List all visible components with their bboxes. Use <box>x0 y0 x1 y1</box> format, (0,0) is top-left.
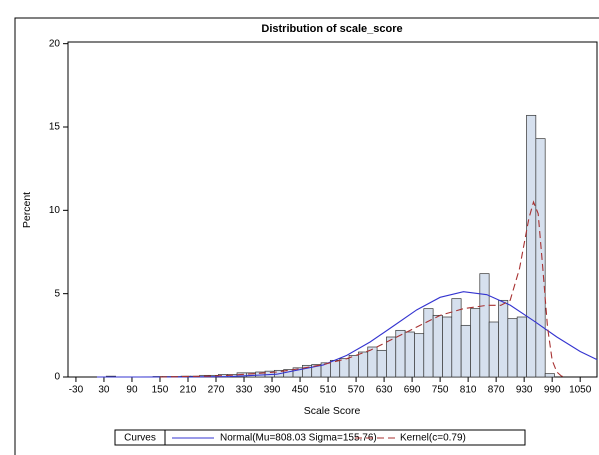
bar <box>404 331 415 378</box>
x-tick-label: 390 <box>264 385 281 396</box>
legend-label: Kernel(c=0.79) <box>400 433 466 444</box>
bar <box>376 349 387 378</box>
x-tick-label: 450 <box>292 385 309 396</box>
bar <box>367 346 378 378</box>
x-tick-label: 1050 <box>569 385 592 396</box>
bar <box>516 316 527 378</box>
x-tick-label: 990 <box>544 385 561 396</box>
x-tick-label: 30 <box>98 385 110 396</box>
x-axis-label: Scale Score <box>304 405 361 417</box>
y-tick-label: 20 <box>49 38 61 49</box>
bar <box>348 354 359 378</box>
x-tick-label: 510 <box>320 385 337 396</box>
bar <box>432 314 443 378</box>
graph-border <box>14 17 599 455</box>
bar <box>470 308 481 378</box>
legend-title: Curves <box>124 433 156 444</box>
x-tick-label: 210 <box>180 385 197 396</box>
x-tick-label: 810 <box>460 385 477 396</box>
bar <box>339 358 350 378</box>
x-tick-label: 870 <box>488 385 505 396</box>
x-tick-label: -30 <box>69 385 84 396</box>
x-tick-label: 630 <box>376 385 393 396</box>
y-tick-label: 15 <box>49 122 61 133</box>
x-tick-label: 90 <box>126 385 138 396</box>
legend-label: Normal(Mu=808.03 Sigma=155.76) <box>220 433 377 444</box>
bar <box>386 336 397 378</box>
bar <box>479 273 490 378</box>
x-tick-label: 750 <box>432 385 449 396</box>
x-tick-label: 270 <box>208 385 225 396</box>
bar <box>330 359 341 378</box>
y-tick-label: 5 <box>54 288 60 299</box>
x-tick-label: 930 <box>516 385 533 396</box>
bar <box>526 114 537 378</box>
y-tick-label: 10 <box>49 205 61 216</box>
bar <box>460 324 471 378</box>
x-tick-label: 150 <box>152 385 169 396</box>
bar <box>358 351 369 378</box>
x-tick-label: 330 <box>236 385 253 396</box>
bar <box>535 138 546 378</box>
bar <box>544 373 555 378</box>
bar <box>442 316 453 378</box>
bar <box>414 333 425 378</box>
bar <box>488 321 499 378</box>
legend-box <box>114 429 526 446</box>
bar <box>507 318 518 378</box>
x-tick-label: 690 <box>404 385 421 396</box>
y-tick-label: 0 <box>54 372 60 383</box>
y-axis-label: Percent <box>21 192 33 228</box>
chart-title: Distribution of scale_score <box>261 23 402 35</box>
bar <box>423 308 434 378</box>
x-tick-label: 570 <box>348 385 365 396</box>
bar <box>498 299 509 378</box>
curve <box>96 291 598 378</box>
